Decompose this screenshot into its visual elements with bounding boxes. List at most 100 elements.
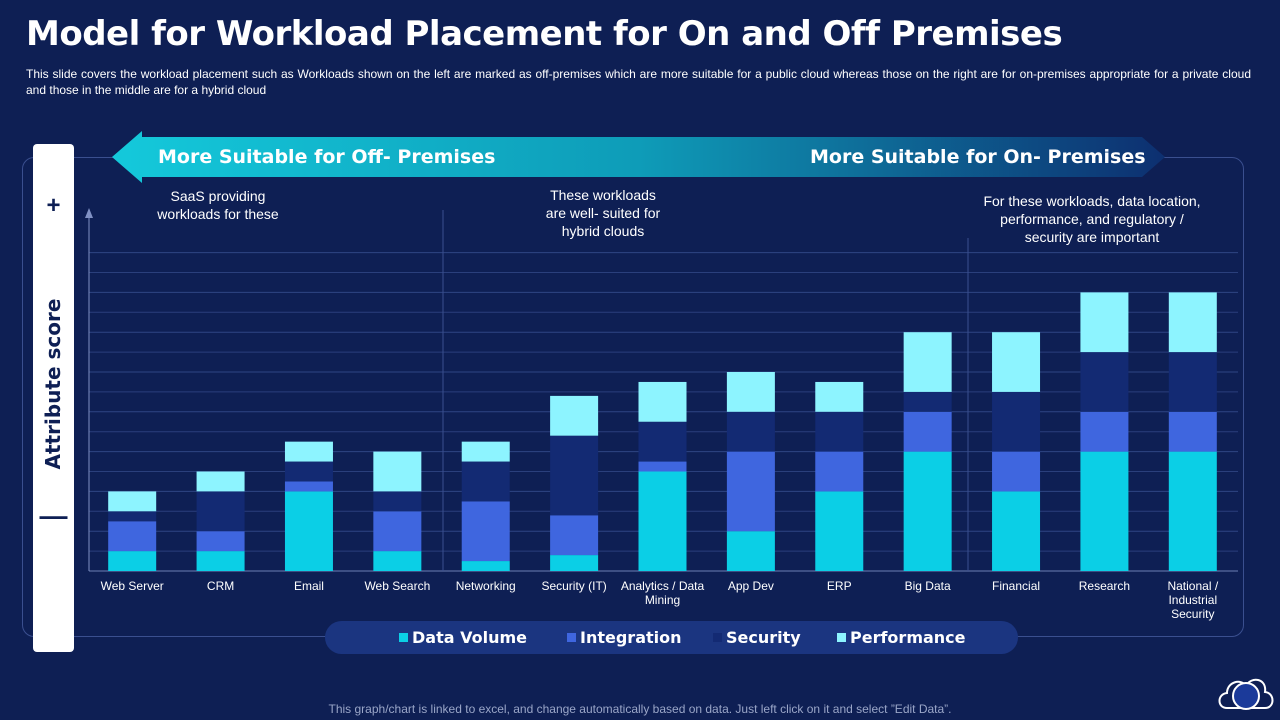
bar-segment: [903, 411, 952, 452]
bar-segment: [992, 491, 1041, 571]
bar-segment: [461, 561, 510, 571]
bar-segment: [108, 521, 157, 552]
bar-segment: [461, 501, 510, 562]
annotation-on-premises-line: performance, and regulatory /: [1000, 211, 1184, 227]
legend-label: Security: [726, 628, 801, 647]
annotation-hybrid-line: hybrid clouds: [561, 223, 645, 239]
on-premises-label: More Suitable for On- Premises: [810, 146, 1146, 168]
bar-segment: [196, 551, 245, 571]
annotation-saas-line: workloads for these: [157, 206, 279, 222]
legend-item-performance: Performance: [837, 628, 966, 647]
x-tick-label: Web Server: [101, 579, 164, 593]
bar-segment: [196, 531, 245, 552]
bar-segment: [550, 435, 599, 516]
bar-segment: [903, 451, 952, 571]
off-premises-label: More Suitable for Off- Premises: [158, 146, 496, 168]
bar-segment: [550, 515, 599, 556]
bar-segment: [992, 451, 1041, 492]
score-plus-sign: +: [46, 192, 61, 219]
annotation-hybrid-line: are well- suited for: [545, 205, 661, 221]
bar-segment: [815, 411, 864, 452]
x-tick-label: App Dev: [728, 579, 774, 593]
bar-segment: [992, 332, 1041, 392]
score-minus-sign: —: [39, 500, 68, 531]
bar-segment: [196, 471, 245, 492]
bar-segment: [284, 461, 333, 482]
legend-label: Integration: [580, 628, 682, 647]
x-tick-label: Research: [1079, 579, 1130, 593]
annotation-on-premises-line: security are important: [1024, 229, 1160, 245]
x-tick-label: Analytics / Data Mining: [621, 579, 705, 607]
legend-item-security: Security: [713, 628, 801, 647]
x-tick-label: Web Search: [364, 579, 430, 593]
x-tick-label: Big Data: [905, 579, 951, 593]
bar-segment: [1168, 411, 1217, 452]
bar-segment: [284, 491, 333, 571]
bar-segment: [638, 421, 687, 462]
bar-segment: [284, 481, 333, 492]
bar-segment: [815, 381, 864, 412]
bar-segment: [1080, 451, 1129, 571]
bar-segment: [550, 555, 599, 571]
bar-segment: [726, 531, 775, 571]
bar-segment: [1168, 292, 1217, 353]
x-tick-label: Security (IT): [541, 579, 606, 593]
legend-swatch: [399, 633, 408, 642]
bar-segment: [726, 411, 775, 452]
bar-segment: [550, 395, 599, 436]
x-tick-label: National / Industrial Security: [1167, 579, 1218, 621]
annotation-saas-line: SaaS providing: [170, 188, 266, 204]
bar-segment: [196, 491, 245, 532]
bar-segment: [992, 391, 1041, 452]
annotation-hybrid-line: These workloads: [550, 187, 656, 203]
legend-label: Performance: [850, 628, 966, 647]
annotation-on-premises: For these workloads, data location, perf…: [952, 192, 1232, 246]
bar-segment: [108, 551, 157, 571]
bar-segment: [373, 491, 422, 512]
y-axis-arrowhead: [85, 208, 93, 218]
bar-segment: [903, 391, 952, 412]
bar-segment: [903, 332, 952, 392]
bar-segment: [1168, 352, 1217, 412]
bar-segment: [108, 511, 157, 522]
double-arrow-shape: [112, 131, 1165, 183]
bar-segment: [638, 471, 687, 571]
bar-segment: [638, 381, 687, 422]
bar-segment: [373, 511, 422, 552]
cloud-icon: [1218, 678, 1274, 710]
bar-segment: [1168, 451, 1217, 571]
slide-title: Model for Workload Placement for On and …: [26, 14, 1063, 54]
legend-swatch: [837, 633, 846, 642]
bar-segment: [815, 491, 864, 571]
bar-segment: [726, 372, 775, 412]
bar-segment: [1080, 352, 1129, 412]
bar-segment: [638, 461, 687, 472]
x-tick-label: Email: [294, 579, 324, 593]
annotation-hybrid: These workloads are well- suited for hyb…: [503, 186, 703, 240]
x-tick-label: CRM: [207, 579, 234, 593]
slide-subtitle: This slide covers the workload placement…: [26, 67, 1251, 97]
chart-legend: Data Volume Integration Security Perform…: [325, 621, 1018, 654]
legend-swatch: [567, 633, 576, 642]
legend-label: Data Volume: [412, 628, 527, 647]
annotation-on-premises-line: For these workloads, data location,: [983, 193, 1201, 209]
bar-segment: [284, 441, 333, 462]
bar-segment: [815, 451, 864, 492]
bar-segment: [1080, 411, 1129, 452]
legend-item-integration: Integration: [567, 628, 682, 647]
annotation-saas: SaaS providing workloads for these: [118, 187, 318, 223]
legend-swatch: [713, 633, 722, 642]
bar-segment: [108, 491, 157, 512]
bar-segment: [373, 451, 422, 492]
attribute-score-bar: [33, 144, 74, 652]
x-tick-label: ERP: [827, 579, 852, 593]
bar-segment: [461, 441, 510, 462]
bar-segment: [1080, 292, 1129, 353]
footnote: This graph/chart is linked to excel, and…: [328, 702, 952, 716]
legend-item-data-volume: Data Volume: [399, 628, 527, 647]
x-tick-label: Financial: [992, 579, 1040, 593]
bar-segment: [461, 461, 510, 502]
bar-segment: [373, 551, 422, 571]
